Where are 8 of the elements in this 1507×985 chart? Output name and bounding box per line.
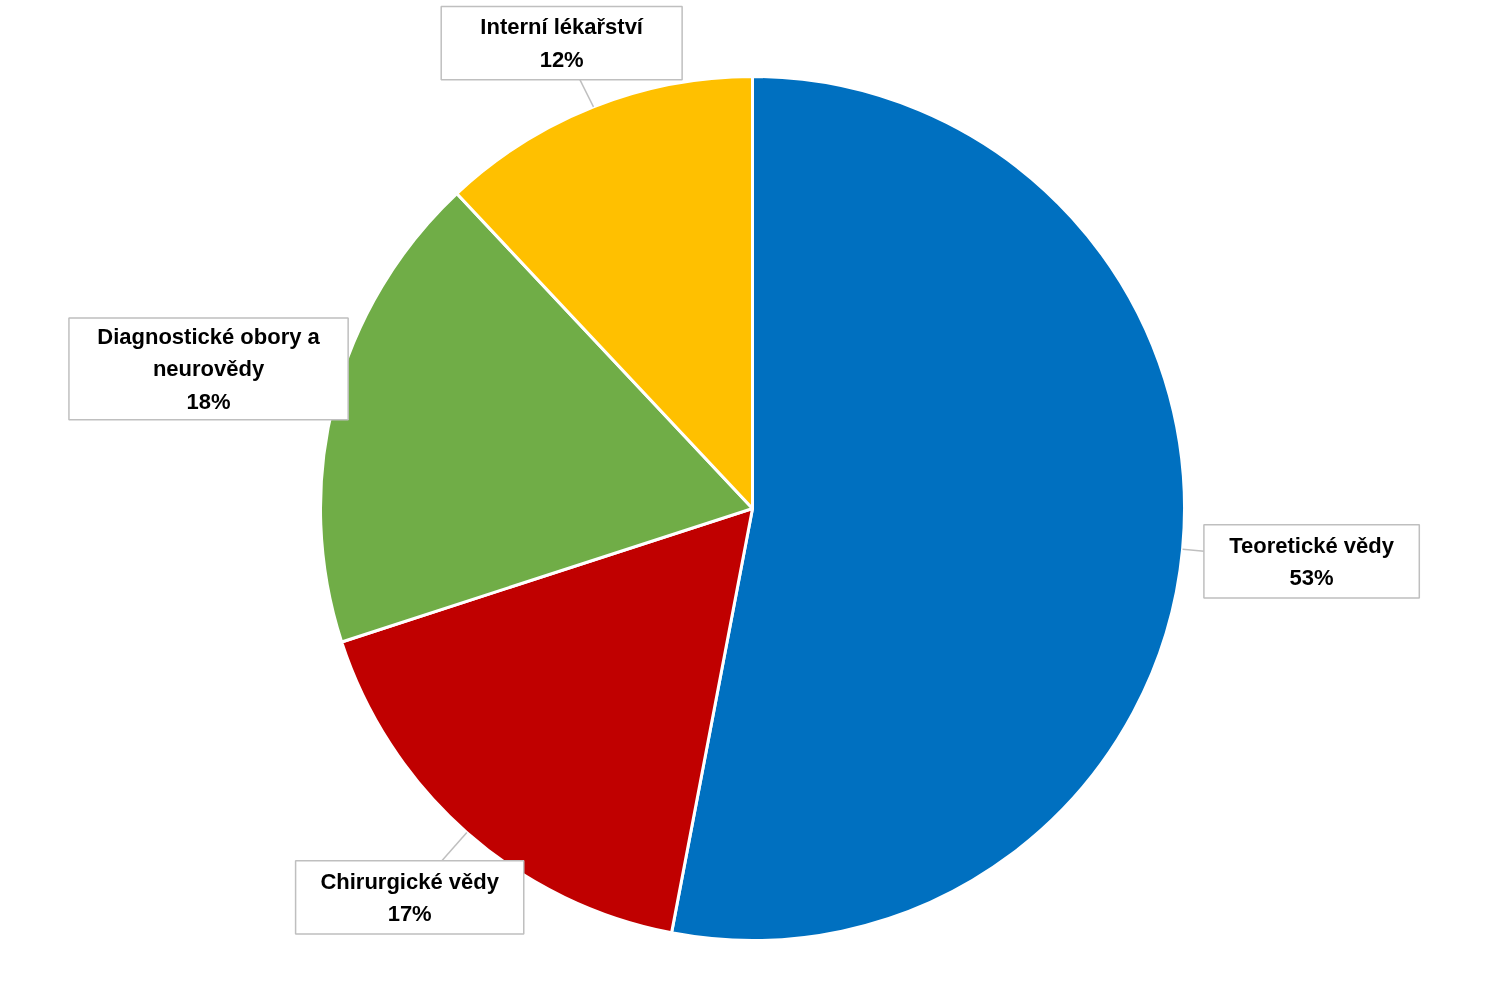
slice-label: Chirurgické vědy <box>320 868 500 894</box>
data-label: 53% <box>1289 565 1334 591</box>
slice-label: Diagnostické obory a neurovědy <box>97 323 321 382</box>
data-label: 12% <box>539 46 584 72</box>
slice-label: Interní lékařství <box>480 14 644 40</box>
slice-label: Teoretické vědy <box>1229 532 1395 558</box>
data-label: 18% <box>186 388 231 414</box>
data-label: 17% <box>387 901 432 927</box>
